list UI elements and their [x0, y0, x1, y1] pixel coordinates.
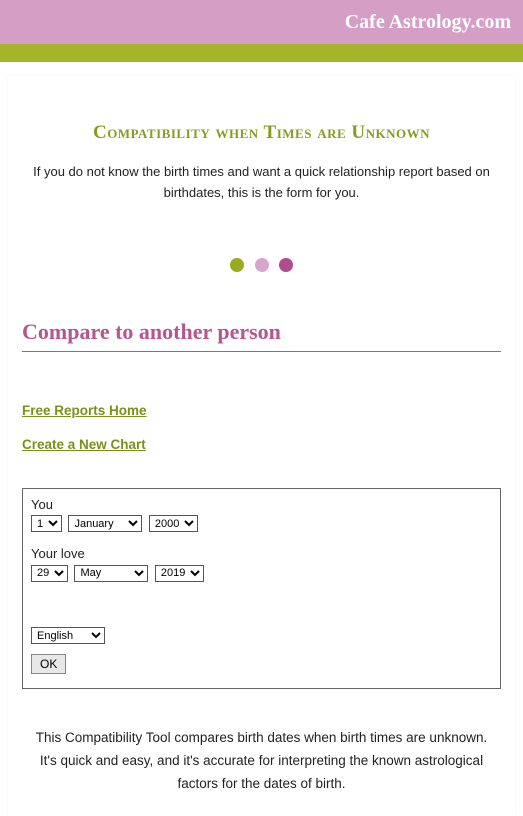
dot-icon [279, 258, 293, 272]
header-bar: Cafe Astrology.com [0, 0, 523, 44]
site-title: Cafe Astrology.com [345, 11, 511, 34]
link-row: Free Reports Home [22, 402, 501, 420]
submit-row: OK [31, 654, 492, 674]
you-day-select[interactable]: 1 [31, 515, 62, 532]
love-label: Your love [31, 546, 492, 561]
love-date-row: 29 May 2019 [31, 563, 492, 582]
create-new-chart-link[interactable]: Create a New Chart [22, 437, 146, 452]
free-reports-home-link[interactable]: Free Reports Home [22, 403, 147, 418]
decorative-dots [22, 258, 501, 277]
compatibility-form: You 1 January 2000 Your love 29 May 2019… [22, 488, 501, 690]
love-year-select[interactable]: 2019 [155, 565, 204, 582]
ok-button[interactable]: OK [31, 654, 66, 674]
you-label: You [31, 497, 492, 512]
green-accent-bar [0, 44, 523, 62]
you-month-select[interactable]: January [68, 515, 142, 532]
dot-icon [230, 258, 244, 272]
content-card: Compatibility when Times are Unknown If … [8, 76, 515, 816]
love-month-select[interactable]: May [74, 565, 148, 582]
page-heading: Compatibility when Times are Unknown [22, 122, 501, 144]
you-date-row: 1 January 2000 [31, 514, 492, 533]
language-row: English [31, 626, 492, 645]
intro-text: If you do not know the birth times and w… [22, 162, 501, 204]
you-year-select[interactable]: 2000 [149, 515, 198, 532]
link-row: Create a New Chart [22, 436, 501, 454]
dot-icon [255, 258, 269, 272]
love-day-select[interactable]: 29 [31, 565, 68, 582]
section-title: Compare to another person [22, 319, 501, 352]
footer-text: This Compatibility Tool compares birth d… [22, 727, 501, 796]
language-select[interactable]: English [31, 627, 105, 644]
